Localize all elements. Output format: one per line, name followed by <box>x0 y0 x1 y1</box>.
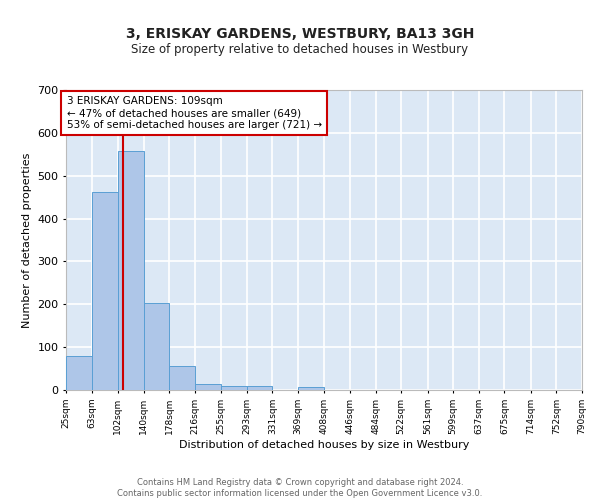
Bar <box>169 366 195 390</box>
Text: 3 ERISKAY GARDENS: 109sqm
← 47% of detached houses are smaller (649)
53% of semi: 3 ERISKAY GARDENS: 109sqm ← 47% of detac… <box>67 96 322 130</box>
Bar <box>92 192 118 390</box>
Bar <box>298 386 325 390</box>
Y-axis label: Number of detached properties: Number of detached properties <box>22 152 32 328</box>
Bar <box>195 384 221 390</box>
Bar <box>221 386 247 390</box>
Bar <box>143 302 169 390</box>
Text: Size of property relative to detached houses in Westbury: Size of property relative to detached ho… <box>131 42 469 56</box>
Text: Contains HM Land Registry data © Crown copyright and database right 2024.
Contai: Contains HM Land Registry data © Crown c… <box>118 478 482 498</box>
Bar <box>247 386 272 390</box>
Bar <box>118 152 143 390</box>
X-axis label: Distribution of detached houses by size in Westbury: Distribution of detached houses by size … <box>179 440 469 450</box>
Bar <box>66 356 92 390</box>
Text: 3, ERISKAY GARDENS, WESTBURY, BA13 3GH: 3, ERISKAY GARDENS, WESTBURY, BA13 3GH <box>126 28 474 42</box>
